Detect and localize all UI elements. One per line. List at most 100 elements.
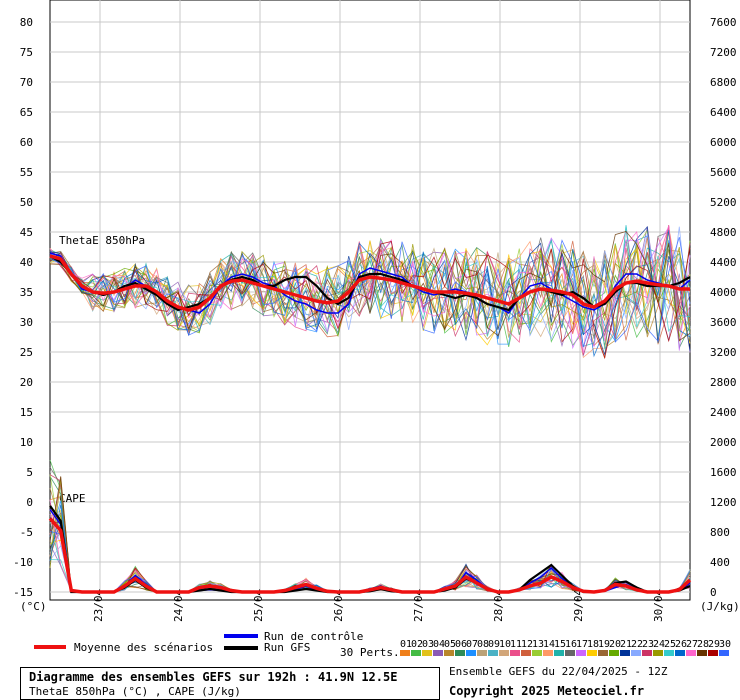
chart-subtitle: ThetaE 850hPa (°C) , CAPE (J/kg) (29, 685, 241, 698)
legend-pert-number: 01 (400, 639, 412, 650)
left-tick-label: 75 (20, 46, 33, 59)
right-tick-label: 2800 (710, 376, 737, 389)
x-tick-label: 28/04 (492, 589, 505, 622)
copyright-label: Copyright 2025 Meteociel.fr (449, 684, 645, 698)
legend-pert-swatch (675, 650, 685, 656)
legend-pert-number: 02 (411, 639, 423, 650)
perturbation-thetae-line (49, 225, 691, 350)
legend-pert-number: 13 (532, 639, 544, 650)
legend-pert-swatch (400, 650, 410, 656)
legend-pert-swatch (620, 650, 630, 656)
left-tick-label: 25 (20, 346, 33, 359)
left-tick-label: 80 (20, 16, 33, 29)
legend-pert-swatch (521, 650, 531, 656)
left-tick-label: 5 (26, 466, 33, 479)
right-tick-label: 5200 (710, 196, 737, 209)
legend-perts-label: 30 Perts. (340, 646, 400, 659)
legend-pert-number: 04 (433, 639, 445, 650)
x-tick-label: 30/04 (652, 589, 665, 622)
legend-pert-number: 10 (499, 639, 511, 650)
right-tick-label: 6000 (710, 136, 737, 149)
x-tick-label: 29/04 (572, 589, 585, 622)
left-tick-label: 55 (20, 166, 33, 179)
legend-pert-swatch (708, 650, 718, 656)
perturbation-thetae-line (49, 241, 691, 360)
right-axis-unit: (J/kg) (700, 600, 740, 613)
left-tick-label: 30 (20, 316, 33, 329)
gfs-thetae-line (49, 255, 691, 312)
legend-pert-number: 19 (598, 639, 610, 650)
mean-thetae-line (49, 254, 690, 312)
legend-pert-number: 21 (620, 639, 632, 650)
legend-mean-label: Moyenne des scénarios (74, 641, 213, 654)
right-tick-label: 0 (710, 586, 717, 599)
chart-title: Diagramme des ensembles GEFS sur 192h : … (29, 670, 398, 684)
legend-pert-number: 07 (466, 639, 478, 650)
perturbation-thetae-line (49, 225, 691, 356)
perturbation-thetae-line (49, 229, 691, 344)
legend-pert-swatch (422, 650, 432, 656)
left-tick-label: 70 (20, 76, 33, 89)
legend-pert-number: 20 (609, 639, 621, 650)
legend-pert-swatch (719, 650, 729, 656)
x-tick-label: 27/04 (412, 589, 425, 622)
left-tick-label: 45 (20, 226, 33, 239)
legend-pert-swatch (664, 650, 674, 656)
perturbation-thetae-line (49, 225, 691, 351)
legend-pert-number: 03 (422, 639, 434, 650)
legend-pert-number: 25 (664, 639, 676, 650)
legend-pert-swatch (576, 650, 586, 656)
right-tick-label: 800 (710, 526, 730, 539)
left-tick-label: 0 (26, 496, 33, 509)
legend-pert-number: 16 (565, 639, 577, 650)
left-tick-label: -5 (20, 526, 33, 539)
legend-control-label: Run de contrôle (264, 630, 363, 643)
plot-area (49, 0, 691, 601)
right-tick-label: 3600 (710, 316, 737, 329)
thetae-panel-label: ThetaE 850hPa (59, 234, 145, 247)
left-tick-label: 35 (20, 286, 33, 299)
x-tick-label: 23/04 (92, 589, 105, 622)
left-tick-label: 65 (20, 106, 33, 119)
x-tick-label: 24/04 (172, 589, 185, 622)
legend-pert-swatch (697, 650, 707, 656)
cape-panel-label: CAPE (59, 492, 86, 505)
legend-pert-swatch (444, 650, 454, 656)
legend-pert-number: 06 (455, 639, 467, 650)
legend-pert-swatch (686, 650, 696, 656)
chart-title-box: Diagramme des ensembles GEFS sur 192h : … (20, 667, 440, 700)
right-tick-label: 6400 (710, 106, 737, 119)
legend-pert-swatch (499, 650, 509, 656)
right-tick-label: 1600 (710, 466, 737, 479)
legend-pert-swatch (653, 650, 663, 656)
legend-pert-number: 29 (708, 639, 720, 650)
right-tick-label: 4000 (710, 286, 737, 299)
x-tick-label: 25/04 (252, 589, 265, 622)
legend-pert-number: 05 (444, 639, 456, 650)
legend-pert-number: 17 (576, 639, 588, 650)
right-tick-label: 400 (710, 556, 730, 569)
right-tick-label: 7600 (710, 16, 737, 29)
right-tick-label: 5600 (710, 166, 737, 179)
legend-pert-swatch (532, 650, 542, 656)
legend-pert-number: 22 (631, 639, 643, 650)
left-tick-label: 20 (20, 376, 33, 389)
legend-pert-number: 24 (653, 639, 665, 650)
legend-pert-number: 28 (697, 639, 709, 650)
legend-pert-number: 15 (554, 639, 566, 650)
legend-pert-swatch (433, 650, 443, 656)
ensemble-run-label: Ensemble GEFS du 22/04/2025 - 12Z (449, 665, 668, 678)
legend-gfs-label: Run GFS (264, 641, 310, 654)
legend-pert-number: 08 (477, 639, 489, 650)
legend-pert-swatch (609, 650, 619, 656)
legend-pert-swatch (598, 650, 608, 656)
legend-pert-swatch (631, 650, 641, 656)
legend-pert-swatch (466, 650, 476, 656)
right-tick-label: 4800 (710, 226, 737, 239)
right-tick-label: 6800 (710, 76, 737, 89)
legend-pert-number: 27 (686, 639, 698, 650)
legend-pert-swatch (411, 650, 421, 656)
legend-pert-swatch (543, 650, 553, 656)
left-tick-label: 50 (20, 196, 33, 209)
